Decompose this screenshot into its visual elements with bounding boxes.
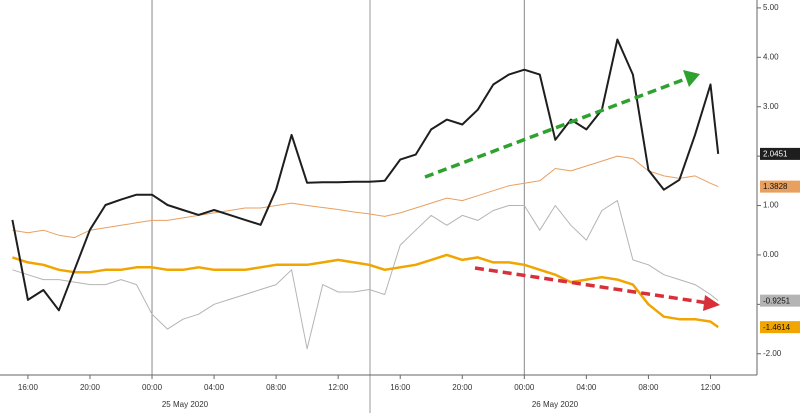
y-tick-label: 4.00 <box>763 52 779 61</box>
date-label: 26 May 2020 <box>532 400 579 409</box>
x-tick-label: 00:00 <box>514 383 535 392</box>
series-line <box>12 253 719 329</box>
y-tick-label: 5.00 <box>763 3 779 12</box>
arrow-head <box>703 295 720 311</box>
last-value-box <box>760 294 800 307</box>
up-arrow <box>424 70 700 179</box>
x-tick-label: 20:00 <box>452 383 473 392</box>
x-tick-label: 16:00 <box>18 383 39 392</box>
x-tick-label: 08:00 <box>266 383 287 392</box>
x-tick-label: 04:00 <box>204 383 225 392</box>
y-tick-label: 3.00 <box>763 102 779 111</box>
series-line <box>12 155 719 239</box>
arrow-shaft <box>424 76 689 179</box>
down-arrow <box>474 266 720 311</box>
x-tick-label: 08:00 <box>638 383 659 392</box>
x-tick-label: 12:00 <box>700 383 721 392</box>
series-line <box>11 38 720 312</box>
x-tick-label: 16:00 <box>390 383 411 392</box>
series-line <box>12 200 719 350</box>
x-tick-label: 00:00 <box>142 383 163 392</box>
last-value-label: -1.4614 <box>763 323 791 332</box>
y-tick-label: -2.00 <box>763 349 782 358</box>
last-value-label: 2.0451 <box>763 150 788 159</box>
last-value-box <box>760 147 800 160</box>
x-tick-label: 12:00 <box>328 383 349 392</box>
plot-area <box>11 0 761 379</box>
x-tick-label: 04:00 <box>576 383 597 392</box>
arrow-head <box>683 70 700 87</box>
arrow-shaft <box>474 266 709 305</box>
date-label: 25 May 2020 <box>162 400 209 409</box>
y-tick-label: 0.00 <box>763 250 779 259</box>
last-value-box <box>760 180 800 193</box>
last-value-box <box>760 321 800 334</box>
last-value-label: 1.3828 <box>763 182 788 191</box>
last-value-label: -0.9251 <box>763 296 791 305</box>
x-tick-label: 20:00 <box>80 383 101 392</box>
y-tick-label: 1.00 <box>763 201 779 210</box>
